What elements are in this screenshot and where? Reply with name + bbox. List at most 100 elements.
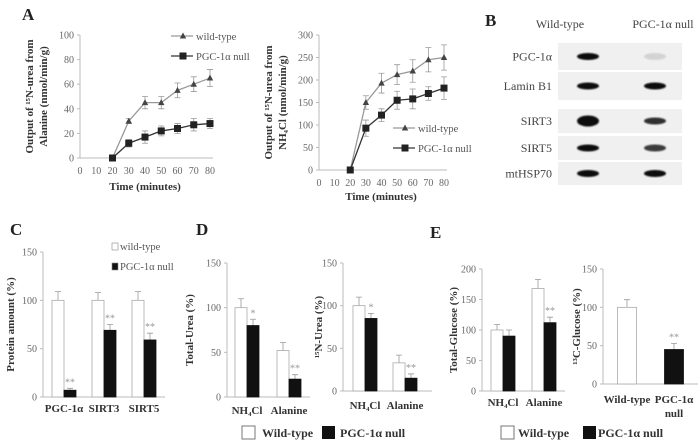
error-bar [535, 278, 541, 289]
significance-mark: ** [545, 306, 555, 317]
y-tick-label: 0 [216, 393, 221, 404]
y-axis-label: Alanine (nmol/min/g) [38, 46, 50, 147]
y-tick-label: 150 [22, 248, 37, 259]
x-category-label: PGC-1α null [655, 394, 694, 420]
legend-label: wild-type [418, 124, 459, 135]
bar [352, 305, 366, 392]
x-category-label: NH₄Cl [350, 400, 381, 412]
data-point [425, 56, 432, 63]
panel-label: D [196, 220, 208, 239]
chart-c: 0 50 100 150 Protein amount (%) PGC-1α SIRT3 SI… [5, 242, 174, 415]
blot-row-label: Lamin B1 [504, 79, 552, 93]
bar [543, 322, 557, 392]
significance-mark: ** [145, 322, 155, 333]
panel-label: E [430, 223, 441, 242]
x-category-label: NH₄Cl [232, 405, 263, 417]
legend-swatch-null [583, 426, 596, 439]
bar [91, 299, 105, 398]
error-bar [506, 329, 512, 337]
legend-swatch-wild-type [241, 425, 256, 440]
y-tick-label: 0 [69, 154, 74, 165]
bar [276, 350, 290, 398]
data-point [440, 84, 448, 92]
error-bar [95, 292, 101, 301]
blot-band [644, 82, 666, 90]
blot-band [644, 144, 666, 152]
panel-label: A [22, 5, 35, 24]
y-tick-label: 300 [298, 31, 313, 42]
y-tick-label: 0 [308, 166, 313, 177]
data-point [393, 71, 401, 78]
x-category-label: PGC-1α [45, 403, 84, 415]
significance-mark: * [369, 302, 374, 313]
x-axis-label: Time (minutes) [345, 191, 417, 203]
y-tick-label: 200 [298, 76, 313, 87]
blot-band [577, 170, 599, 177]
data-point [378, 79, 385, 86]
y-tick-label: 100 [298, 121, 313, 132]
y-tick-label: 50 [466, 356, 476, 367]
legend-marker [179, 32, 187, 39]
blot-row-label: SIRT3 [521, 114, 552, 128]
data-point [174, 124, 181, 132]
y-axis-label: ¹⁵N-Urea (%) [313, 296, 325, 359]
y-tick-label: 100 [461, 326, 476, 337]
error-bar [396, 354, 402, 363]
y-tick-label: 60 [64, 80, 74, 91]
legend-label: PGC-1α null [598, 426, 664, 440]
bar [234, 307, 248, 398]
error-bar [292, 374, 298, 380]
blot-band [577, 82, 599, 90]
y-axis-label: Output of ¹⁵N-urea from [263, 45, 275, 159]
data-point [125, 117, 132, 124]
y-tick-label: 50 [211, 348, 221, 359]
x-tick-label: 80 [205, 166, 215, 177]
bottom-legend: Wild-type PGC-1α null [500, 425, 664, 440]
bar [103, 329, 117, 398]
bar [288, 378, 302, 398]
error-bar [547, 316, 553, 323]
x-tick-label: 20 [108, 166, 118, 177]
data-point [424, 90, 432, 97]
data-point [409, 67, 416, 74]
y-tick-label: 150 [298, 98, 313, 109]
data-point [190, 80, 197, 87]
legend-swatch [111, 262, 119, 271]
bar [63, 389, 77, 398]
blot-band [577, 115, 599, 127]
y-axis-label: ¹³C-Glucose (%) [571, 288, 583, 365]
x-tick-label: 10 [330, 178, 340, 189]
bar [404, 377, 418, 392]
y-tick-label: 200 [461, 265, 476, 276]
significance-mark: ** [669, 332, 679, 343]
bar [664, 349, 684, 385]
x-category-label: SIRT5 [129, 403, 160, 415]
bar [131, 299, 145, 398]
y-axis-label: Protein amount (%) [5, 277, 17, 372]
y-tick-label: 100 [206, 303, 221, 314]
panel-label: C [10, 220, 22, 239]
x-tick-label: 70 [189, 166, 199, 177]
data-point [362, 124, 370, 132]
y-tick-label: 0 [332, 387, 337, 398]
blot-column-header: Wild-type [536, 17, 584, 31]
error-bar [135, 291, 141, 301]
data-point [440, 54, 448, 60]
legend-label: PGC-1α null [120, 262, 174, 273]
y-tick-label: 50 [303, 143, 313, 154]
x-tick-label: 20 [345, 178, 355, 189]
data-point [206, 74, 214, 81]
legend-label: wild-type [120, 242, 161, 253]
y-tick-label: 80 [64, 55, 74, 66]
x-tick-label: 50 [156, 166, 166, 177]
bar [392, 362, 406, 392]
x-category-label: SIRT3 [89, 403, 120, 415]
data-point [157, 127, 165, 135]
significance-mark: ** [290, 364, 300, 375]
x-tick-label: 40 [140, 166, 150, 177]
error-bar [55, 291, 61, 301]
legend-label: Wild-type [262, 426, 314, 440]
